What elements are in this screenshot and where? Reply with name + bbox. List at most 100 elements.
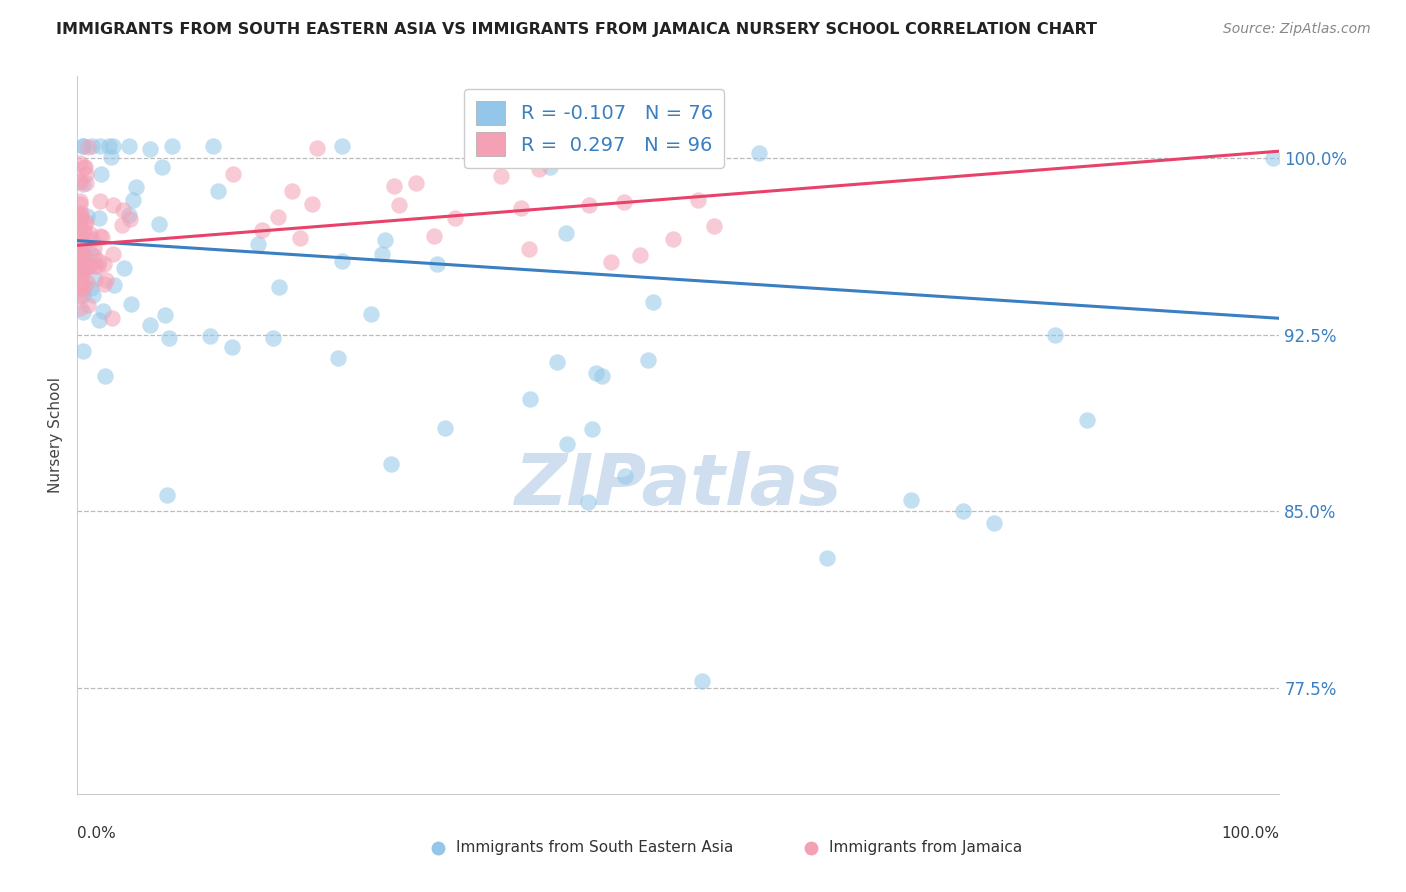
Point <box>628 248 651 262</box>
Point <box>73 216 96 230</box>
Point <box>247 236 270 251</box>
Point <box>370 247 392 261</box>
Point <box>576 494 599 508</box>
Point <box>118 208 141 222</box>
Point <box>73 280 96 294</box>
Point <box>80 232 103 246</box>
Point <box>360 307 382 321</box>
Point <box>94 368 117 383</box>
Point <box>69 250 91 264</box>
Point <box>444 211 467 225</box>
Point <box>1076 413 1098 427</box>
Point <box>72 344 94 359</box>
Point <box>101 197 124 211</box>
Point <box>546 355 568 369</box>
Point <box>69 263 91 277</box>
Point <box>122 193 145 207</box>
Point <box>118 212 141 227</box>
Point <box>75 214 97 228</box>
Point <box>155 488 177 502</box>
Point <box>405 176 427 190</box>
Legend: R = -0.107   N = 76, R =  0.297   N = 96: R = -0.107 N = 76, R = 0.297 N = 96 <box>464 89 724 168</box>
Point <box>301 197 323 211</box>
Point <box>103 139 125 153</box>
Point <box>84 272 107 286</box>
Point <box>82 288 104 302</box>
Point <box>681 139 703 153</box>
Point <box>69 244 91 258</box>
Point <box>591 368 613 383</box>
Y-axis label: Nursery School: Nursery School <box>48 376 63 493</box>
Point <box>69 194 91 208</box>
Point <box>75 234 97 248</box>
Point <box>69 156 91 170</box>
Point <box>380 457 402 471</box>
Point <box>281 184 304 198</box>
Point <box>75 167 97 181</box>
Point <box>73 160 96 174</box>
Point <box>118 139 141 153</box>
Point <box>139 318 162 332</box>
Point <box>69 277 91 291</box>
Point <box>69 276 91 290</box>
Point <box>69 257 91 271</box>
Point <box>124 180 146 194</box>
Point <box>426 257 449 271</box>
Point <box>69 278 91 293</box>
Point <box>69 301 91 316</box>
Text: Source: ZipAtlas.com: Source: ZipAtlas.com <box>1223 22 1371 37</box>
Point <box>388 198 411 212</box>
Point <box>703 219 725 233</box>
Point <box>73 248 96 262</box>
Point <box>69 208 91 222</box>
Text: Immigrants from South Eastern Asia: Immigrants from South Eastern Asia <box>456 840 734 855</box>
Point <box>692 673 714 688</box>
Point <box>79 259 101 273</box>
Point <box>330 139 353 153</box>
Point <box>250 223 273 237</box>
Point <box>374 233 396 247</box>
Point <box>519 392 541 406</box>
Point <box>69 281 91 295</box>
Point <box>538 160 561 174</box>
Point <box>267 210 290 224</box>
Point <box>330 253 353 268</box>
Point <box>101 246 124 260</box>
Point <box>76 276 98 290</box>
Point <box>69 288 91 302</box>
Point <box>75 160 97 174</box>
Point <box>686 193 709 207</box>
Point <box>585 366 607 380</box>
Point <box>637 352 659 367</box>
Point <box>70 277 93 292</box>
Point <box>69 196 91 211</box>
Point <box>69 267 91 281</box>
Point <box>91 303 114 318</box>
Point <box>70 273 93 287</box>
Point <box>69 221 91 235</box>
Point <box>69 209 91 223</box>
Point <box>73 226 96 240</box>
Point <box>69 260 91 275</box>
Point <box>207 184 229 198</box>
Point <box>72 305 94 319</box>
Point <box>70 206 93 220</box>
Point <box>80 281 103 295</box>
Point <box>72 257 94 271</box>
Text: IMMIGRANTS FROM SOUTH EASTERN ASIA VS IMMIGRANTS FROM JAMAICA NURSERY SCHOOL COR: IMMIGRANTS FROM SOUTH EASTERN ASIA VS IM… <box>56 22 1097 37</box>
Point <box>555 437 578 451</box>
Point <box>423 228 446 243</box>
Point <box>70 262 93 277</box>
Point <box>72 139 94 153</box>
Point <box>222 167 245 181</box>
Point <box>100 150 122 164</box>
Point <box>91 230 114 244</box>
Point <box>433 421 456 435</box>
Point <box>70 268 93 282</box>
Point <box>77 140 100 154</box>
Point <box>69 245 91 260</box>
Point <box>382 178 405 193</box>
Text: Immigrants from Jamaica: Immigrants from Jamaica <box>828 840 1022 855</box>
Point <box>89 228 111 243</box>
Point <box>510 201 533 215</box>
